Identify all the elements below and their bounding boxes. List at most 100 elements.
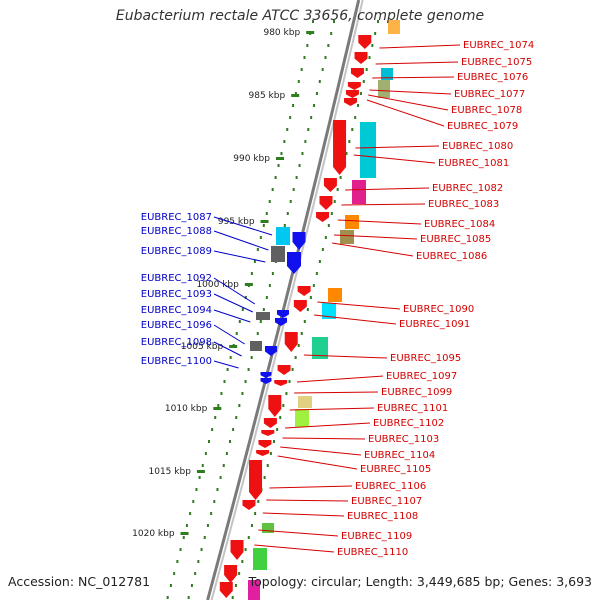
guide-dot (327, 44, 330, 47)
gene-box (328, 288, 342, 302)
guide-dot (247, 368, 250, 371)
guide-dot (301, 152, 304, 155)
guide-dot (374, 32, 377, 35)
gene-label: EUBREC_1090 (403, 304, 474, 315)
gene-box (262, 523, 274, 533)
gene-leader-line (379, 44, 461, 49)
guide-dot (315, 272, 318, 275)
gene-leader-line (345, 187, 430, 191)
guide-dot (238, 572, 241, 575)
guide-dot (336, 188, 339, 191)
gene-leader-line (285, 422, 371, 429)
gene-box (248, 580, 260, 600)
guide-dot (283, 224, 286, 227)
gene-box (295, 409, 309, 427)
gene-arrow-forward (333, 120, 347, 175)
guide-dot (312, 284, 315, 287)
accession-label: Accession: NC_012781 (8, 574, 151, 589)
ruler-dot (214, 416, 217, 419)
guide-dot (282, 404, 285, 407)
ruler-dot (265, 212, 268, 215)
ruler-tick (180, 532, 189, 535)
gene-box (271, 246, 285, 262)
ruler-dot (274, 176, 277, 179)
ruler-dot (277, 164, 280, 167)
gene-label: EUBREC_1100 (141, 356, 212, 367)
gene-arrow-forward (316, 212, 330, 222)
ruler-dot (211, 428, 214, 431)
ruler-dot (208, 440, 211, 443)
ruler-dot (201, 464, 204, 467)
gene-arrow-forward (258, 440, 272, 448)
gene-leader-line (303, 354, 388, 359)
gene-leader-line (269, 485, 353, 489)
guide-dot (268, 284, 271, 287)
ruler-dot (195, 488, 198, 491)
gene-label: EUBREC_1103 (368, 434, 439, 445)
gene-arrow-forward (319, 196, 333, 210)
guide-dot (285, 392, 288, 395)
gene-leader-line (314, 314, 397, 325)
guide-dot (318, 80, 321, 83)
gene-leader-line (213, 277, 256, 305)
guide-dot (231, 596, 234, 599)
gene-label: EUBREC_1084 (424, 219, 495, 230)
gene-label: EUBREC_1099 (381, 387, 452, 398)
ruler-dot (268, 200, 271, 203)
gene-leader-line (353, 154, 436, 164)
gene-arrow-reverse (277, 310, 289, 318)
ruler-tick (213, 407, 222, 410)
ruler-dot (185, 524, 188, 527)
ruler-label: 985 kbp (249, 91, 286, 101)
guide-dot (300, 332, 303, 335)
guide-dot (276, 428, 279, 431)
ruler-dot (176, 560, 179, 563)
ruler-label: 980 kbp (263, 28, 300, 38)
guide-dot (229, 440, 232, 443)
guide-dot (288, 380, 291, 383)
guide-dot (351, 128, 354, 131)
ruler-dot (198, 476, 201, 479)
gene-leader-line (258, 529, 339, 537)
guide-dot (303, 320, 306, 323)
gene-leader-line (294, 391, 379, 394)
gene-box (253, 548, 267, 570)
ruler-dot (235, 332, 238, 335)
guide-dot (324, 236, 327, 239)
gene-arrow-forward (323, 178, 337, 192)
guide-dot (271, 272, 274, 275)
gene-label: EUBREC_1075 (461, 57, 532, 68)
gene-arrow-forward (284, 332, 298, 352)
gene-arrow-forward (256, 450, 270, 456)
guide-dot (292, 188, 295, 191)
ruler-dot (220, 392, 223, 395)
ruler-dot (297, 80, 300, 83)
gene-box (340, 230, 354, 244)
gene-arrow-forward (358, 35, 372, 49)
gene-label: EUBREC_1092 (141, 273, 212, 284)
gene-arrow-reverse (275, 318, 287, 326)
gene-label: EUBREC_1080 (442, 141, 513, 152)
gene-leader-line (213, 216, 273, 236)
guide-dot (377, 20, 379, 23)
gene-label: EUBREC_1074 (463, 40, 534, 51)
guide-dot (339, 176, 342, 179)
guide-dot (309, 296, 312, 299)
gene-arrow-forward (293, 300, 307, 312)
guide-dot (259, 320, 262, 323)
guide-dot (235, 416, 238, 419)
ruler-label: 1015 kbp (149, 467, 192, 477)
ruler-dot (189, 512, 192, 515)
gene-arrow-forward (249, 460, 263, 500)
gene-leader-line (372, 76, 455, 79)
guide-dot (286, 212, 289, 215)
guide-dot (194, 572, 197, 575)
gene-box (276, 227, 290, 245)
gene-box (256, 312, 270, 320)
guide-dot (291, 368, 294, 371)
guide-dot (321, 248, 324, 251)
guide-dot (362, 80, 365, 83)
ruler-label: 1005 kbp (181, 342, 224, 352)
ruler-dot (244, 296, 247, 299)
